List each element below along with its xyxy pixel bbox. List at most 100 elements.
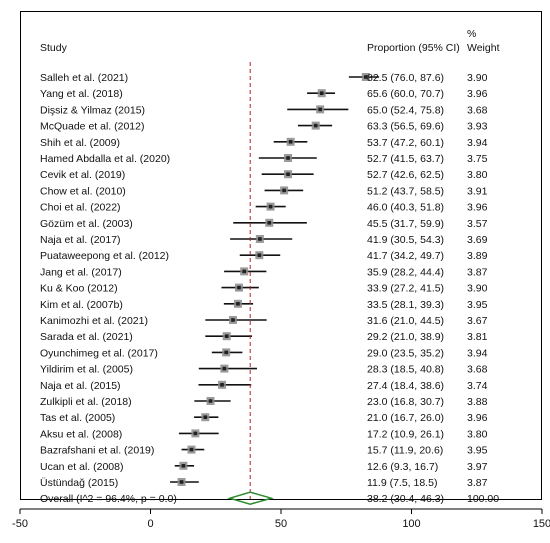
- study-row: Bazrafshani et al. (2019) 15.7 (11.9, 20.…: [40, 445, 488, 457]
- study-label: Üstündağ (2015): [40, 477, 118, 489]
- ci-text: 11.9 (7.5, 18.5): [367, 477, 437, 489]
- plot-frame: [20, 11, 542, 500]
- weight-text: 3.67: [467, 315, 488, 327]
- ci-text: 27.4 (18.4, 38.6): [367, 380, 444, 392]
- x-tick-label: 100: [402, 518, 420, 530]
- study-row: Zulkipli et al. (2018) 23.0 (16.8, 30.7) 3…: [40, 396, 488, 408]
- weight-text: 3.57: [467, 218, 488, 230]
- study-label: Tas et al. (2005): [40, 412, 115, 424]
- study-label: Ku & Koo (2012): [40, 283, 118, 295]
- study-row: Üstündağ (2015) 11.9 (7.5, 18.5) 3.87: [40, 477, 488, 489]
- weight-text: 3.90: [467, 72, 488, 84]
- study-row: Yang et al. (2018) 65.6 (60.0, 70.7) 3.96: [40, 88, 488, 100]
- ci-text: 23.0 (16.8, 30.7): [367, 396, 444, 408]
- study-label: Kim et al. (2007b): [40, 299, 123, 311]
- weight-text: 3.96: [467, 412, 488, 424]
- point-estimate: [224, 350, 228, 355]
- weight-text: 3.96: [467, 202, 488, 214]
- study-row: Sarada et al. (2021) 29.2 (21.0, 38.9) 3.8…: [40, 331, 488, 343]
- study-label: Cevik et al. (2019): [40, 169, 125, 181]
- study-label: Bazrafshani et al. (2019): [40, 445, 154, 457]
- study-row: Naja et al. (2017) 41.9 (30.5, 54.3) 3.69: [40, 234, 488, 246]
- study-row: Cevik et al. (2019) 52.7 (42.6, 62.5) 3.80: [40, 169, 488, 181]
- study-label: Naja et al. (2017): [40, 234, 121, 246]
- overall-weight-text: 100.00: [467, 493, 499, 505]
- point-estimate: [236, 302, 240, 306]
- study-row: Naja et al. (2015) 27.4 (18.4, 38.6) 3.74: [40, 380, 488, 392]
- ci-text: 17.2 (10.9, 26.1): [367, 428, 444, 440]
- study-row: Dişsiz & Yilmaz (2015) 65.0 (52.4, 75.8) 3…: [40, 104, 488, 116]
- study-row: McQuade et al. (2012) 63.3 (56.5, 69.6) 3.…: [40, 121, 488, 133]
- weight-text: 3.95: [467, 445, 488, 457]
- weight-text: 3.87: [467, 266, 488, 278]
- point-estimate: [179, 480, 184, 484]
- point-estimate: [319, 91, 324, 95]
- point-estimate: [286, 156, 290, 160]
- x-tick-label: 0: [147, 518, 153, 530]
- ci-text: 82.5 (76.0, 87.6): [367, 72, 444, 84]
- point-estimate: [318, 107, 322, 112]
- point-estimate: [224, 334, 229, 338]
- study-label: Dişsiz & Yilmaz (2015): [40, 104, 145, 116]
- weight-text: 3.94: [467, 347, 488, 359]
- study-label: McQuade et al. (2012): [40, 121, 144, 133]
- overall-label: Overall (I^2 = 96.4%, p = 0.0): [40, 493, 177, 505]
- study-label: Zulkipli et al. (2018): [40, 396, 132, 408]
- study-row: Gözüm et al. (2003) 45.5 (31.7, 59.9) 3.57: [40, 218, 488, 230]
- ci-text: 31.6 (21.0, 44.5): [367, 315, 444, 327]
- study-rows: Salleh et al. (2021) 82.5 (76.0, 87.6) 3.9…: [40, 72, 488, 489]
- study-row: Ucan et al. (2008) 12.6 (9.3, 16.7) 3.97: [40, 461, 488, 473]
- study-label: Oyunchimeg et al. (2017): [40, 347, 158, 359]
- weight-text: 3.94: [467, 137, 488, 149]
- point-estimate: [237, 285, 241, 290]
- header-study: Study: [40, 42, 68, 54]
- overall-ci-text: 38.2 (30.4, 46.3): [367, 493, 444, 505]
- ci-text: 33.5 (28.1, 39.3): [367, 299, 444, 311]
- point-estimate: [258, 237, 262, 241]
- study-label: Sarada et al. (2021): [40, 331, 133, 343]
- ci-text: 35.9 (28.2, 44.4): [367, 266, 444, 278]
- point-estimate: [286, 172, 290, 176]
- ci-text: 63.3 (56.5, 69.6): [367, 121, 444, 133]
- weight-text: 3.88: [467, 396, 488, 408]
- study-row: Salleh et al. (2021) 82.5 (76.0, 87.6) 3.9…: [40, 72, 488, 84]
- ci-text: 52.7 (42.6, 62.5): [367, 169, 444, 181]
- study-label: Aksu et al. (2008): [40, 428, 122, 440]
- x-axis: -50 0 50 100 150: [12, 509, 550, 530]
- point-estimate: [268, 204, 273, 209]
- point-estimate: [242, 269, 246, 274]
- ci-text: 12.6 (9.3, 16.7): [367, 461, 438, 473]
- ci-text: 65.0 (52.4, 75.8): [367, 104, 444, 116]
- ci-text: 51.2 (43.7, 58.5): [367, 185, 444, 197]
- study-label: Shih et al. (2009): [40, 137, 120, 149]
- study-label: Gözüm et al. (2003): [40, 218, 133, 230]
- weight-text: 3.93: [467, 121, 488, 133]
- study-row: Shih et al. (2009) 53.7 (47.2, 60.1) 3.94: [40, 137, 488, 149]
- weight-text: 3.81: [467, 331, 488, 343]
- point-estimate: [222, 366, 227, 371]
- study-row: Chow et al. (2010) 51.2 (43.7, 58.5) 3.91: [40, 185, 488, 197]
- study-row: Ku & Koo (2012) 33.9 (27.2, 41.5) 3.90: [40, 283, 488, 295]
- study-row: Tas et al. (2005) 21.0 (16.7, 26.0) 3.96: [40, 412, 488, 424]
- study-row: Kim et al. (2007b) 33.5 (28.1, 39.3) 3.95: [40, 299, 488, 311]
- study-row: Aksu et al. (2008) 17.2 (10.9, 26.1) 3.80: [40, 428, 488, 440]
- weight-text: 3.96: [467, 88, 488, 100]
- point-estimate: [189, 447, 194, 452]
- weight-text: 3.95: [467, 299, 488, 311]
- x-tick-label: -50: [12, 518, 28, 530]
- ci-text: 52.7 (41.5, 63.7): [367, 153, 444, 165]
- ci-text: 46.0 (40.3, 51.8): [367, 202, 444, 214]
- weight-text: 3.97: [467, 461, 488, 473]
- weight-text: 3.91: [467, 185, 488, 197]
- weight-text: 3.75: [467, 153, 488, 165]
- study-row: Hamed Abdalla et al. (2020) 52.7 (41.5, 6…: [40, 153, 488, 165]
- study-label: Choi et al. (2022): [40, 202, 121, 214]
- overall-diamond: [227, 491, 275, 505]
- header-weight: Weight: [467, 42, 500, 54]
- ci-text: 45.5 (31.7, 59.9): [367, 218, 444, 230]
- header-proportion: Proportion (95% CI): [367, 42, 460, 54]
- study-row: Yildirim et al. (2005) 28.3 (18.5, 40.8) 3…: [40, 364, 488, 376]
- ci-text: 41.9 (30.5, 54.3): [367, 234, 444, 246]
